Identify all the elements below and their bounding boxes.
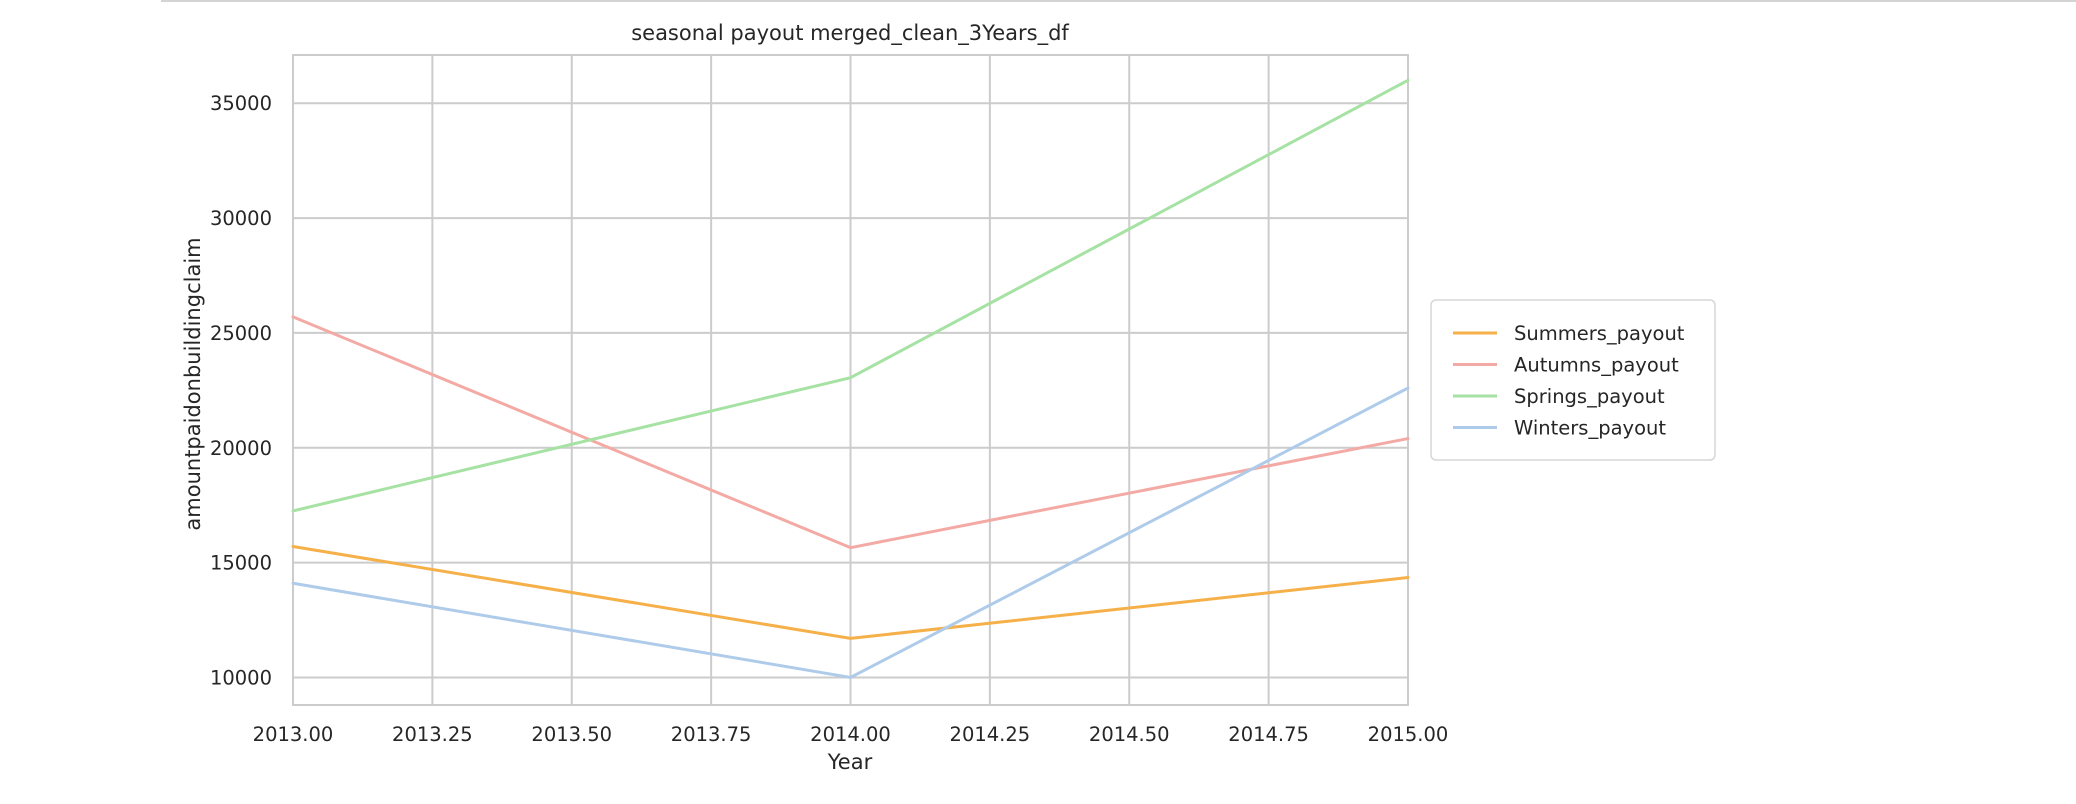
top-divider	[161, 0, 2076, 2]
legend: Summers_payout Autumns_payout Springs_payo…	[1430, 299, 1716, 461]
y-tick-label: 25000	[210, 322, 272, 345]
grid-lines	[292, 55, 1409, 705]
x-tick-label: 2013.00	[253, 723, 334, 746]
y-tick-label: 35000	[210, 92, 272, 115]
x-tick-label: 2014.25	[950, 723, 1031, 746]
series-line-autumns-payout	[291, 315, 1410, 550]
series-lines	[291, 78, 1410, 679]
series-line-springs-payout	[291, 78, 1410, 513]
series-line-summers-payout	[291, 545, 1410, 640]
x-tick-label: 2013.25	[392, 723, 473, 746]
legend-label-autumns-payout: Autumns_payout	[1514, 354, 1679, 377]
x-tick-label: 2015.00	[1368, 723, 1449, 746]
x-tick-label: 2013.50	[531, 723, 612, 746]
y-tick-labels: 10000 15000 20000 25000 30000 35000	[210, 92, 272, 689]
x-tick-label: 2014.00	[810, 723, 891, 746]
legend-box	[1430, 299, 1716, 461]
plot-frame	[292, 54, 1409, 706]
legend-label-springs-payout: Springs_payout	[1514, 385, 1665, 408]
legend-label-summers-payout: Summers_payout	[1514, 322, 1685, 345]
x-axis-label: Year	[827, 750, 873, 774]
x-tick-label: 2014.75	[1228, 723, 1309, 746]
x-tick-labels: 2013.00 2013.25 2013.50 2013.75 2014.00 2014.…	[253, 723, 1449, 746]
series-line-winters-payout	[291, 386, 1410, 679]
y-tick-label: 30000	[210, 207, 272, 230]
x-tick-label: 2014.50	[1089, 723, 1170, 746]
y-tick-label: 10000	[210, 666, 272, 689]
y-axis-label: amountpaidonbuildingclaim	[181, 237, 205, 530]
legend-label-winters-payout: Winters_payout	[1514, 417, 1666, 440]
x-tick-label: 2013.75	[671, 723, 752, 746]
chart-title: seasonal payout merged_clean_3Years_df	[631, 21, 1069, 46]
y-tick-label: 20000	[210, 437, 272, 460]
y-tick-label: 15000	[210, 552, 272, 575]
